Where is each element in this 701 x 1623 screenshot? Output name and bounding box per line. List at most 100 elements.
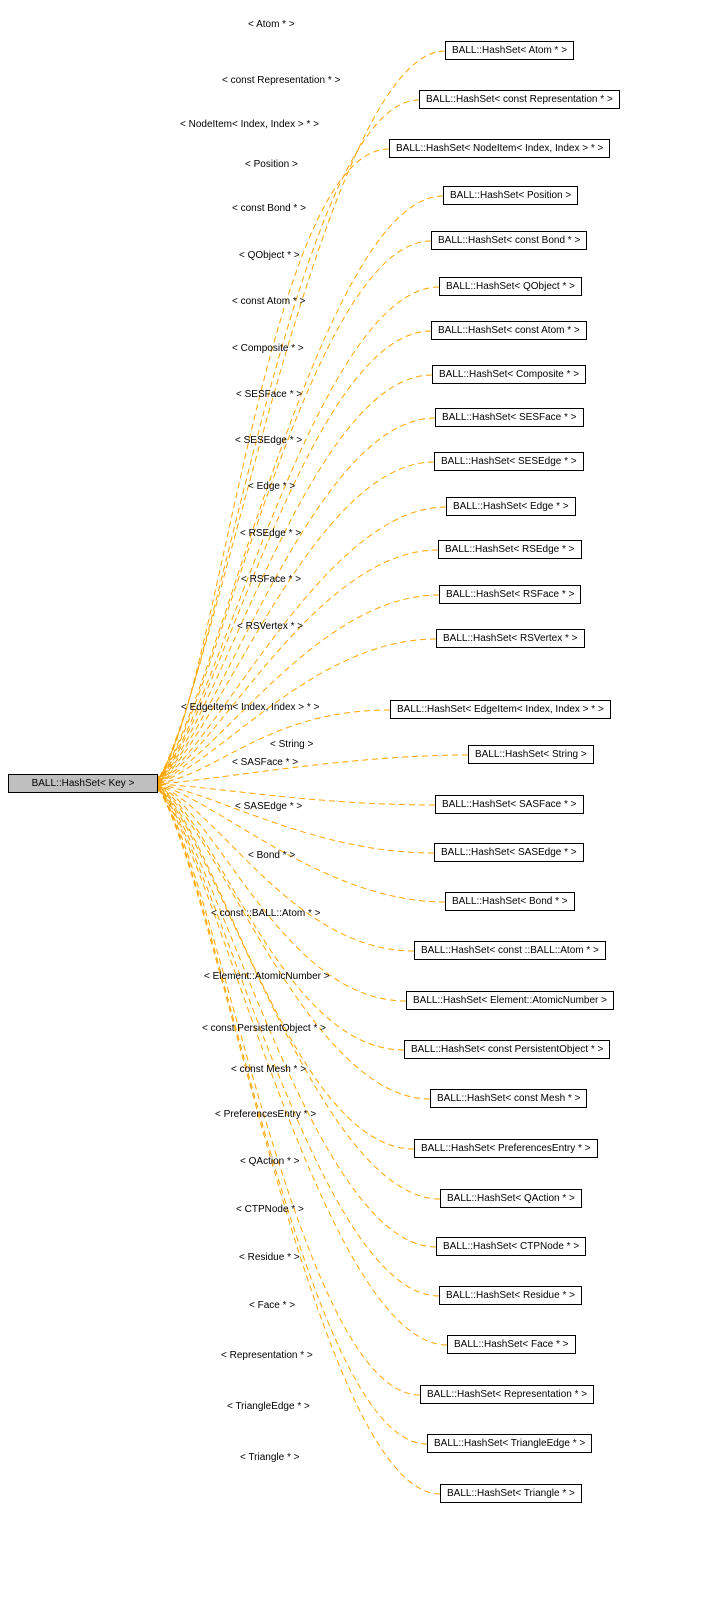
edge-label: < RSFace * > xyxy=(241,574,301,585)
target-node[interactable]: BALL::HashSet< SASFace * > xyxy=(435,795,584,814)
target-node[interactable]: BALL::HashSet< Face * > xyxy=(447,1335,576,1354)
target-node-label: BALL::HashSet< CTPNode * > xyxy=(443,1241,579,1252)
target-node[interactable]: BALL::HashSet< Bond * > xyxy=(445,892,575,911)
edge-label: < SESEdge * > xyxy=(235,435,302,446)
target-node-label: BALL::HashSet< const ::BALL::Atom * > xyxy=(421,945,599,956)
edge-label: < Edge * > xyxy=(248,481,295,492)
edge-label: < const PersistentObject * > xyxy=(202,1023,326,1034)
target-node-label: BALL::HashSet< QAction * > xyxy=(447,1193,575,1204)
target-node[interactable]: BALL::HashSet< RSVertex * > xyxy=(436,629,585,648)
target-node[interactable]: BALL::HashSet< SESEdge * > xyxy=(434,452,584,471)
target-node-label: BALL::HashSet< QObject * > xyxy=(446,281,575,292)
edge-label: < EdgeItem< Index, Index > * > xyxy=(181,702,319,713)
edge-label: < QAction * > xyxy=(240,1156,299,1167)
edge-label: < NodeItem< Index, Index > * > xyxy=(180,119,319,130)
edge-label: < Face * > xyxy=(249,1300,295,1311)
target-node-label: BALL::HashSet< NodeItem< Index, Index > … xyxy=(396,143,603,154)
target-node-label: BALL::HashSet< Atom * > xyxy=(452,45,567,56)
target-node-label: BALL::HashSet< const Representation * > xyxy=(426,94,613,105)
target-node[interactable]: BALL::HashSet< const Mesh * > xyxy=(430,1089,587,1108)
target-node[interactable]: BALL::HashSet< const PersistentObject * … xyxy=(404,1040,610,1059)
inheritance-edge xyxy=(160,755,468,784)
target-node-label: BALL::HashSet< SESFace * > xyxy=(442,412,577,423)
target-node-label: BALL::HashSet< RSFace * > xyxy=(446,589,574,600)
target-node[interactable]: BALL::HashSet< const ::BALL::Atom * > xyxy=(414,941,606,960)
target-node[interactable]: BALL::HashSet< Edge * > xyxy=(446,497,576,516)
target-node-label: BALL::HashSet< const Atom * > xyxy=(438,325,580,336)
root-node[interactable]: BALL::HashSet< Key > xyxy=(8,774,158,793)
target-node[interactable]: BALL::HashSet< SASEdge * > xyxy=(434,843,584,862)
edge-label: < const Bond * > xyxy=(232,203,306,214)
edge-label: < String > xyxy=(270,739,313,750)
edge-label: < SASFace * > xyxy=(232,757,298,768)
target-node-label: BALL::HashSet< RSVertex * > xyxy=(443,633,578,644)
target-node[interactable]: BALL::HashSet< Composite * > xyxy=(432,365,586,384)
target-node-label: BALL::HashSet< Edge * > xyxy=(453,501,569,512)
target-node[interactable]: BALL::HashSet< QAction * > xyxy=(440,1189,582,1208)
target-node-label: BALL::HashSet< Residue * > xyxy=(446,1290,575,1301)
edge-label: < Residue * > xyxy=(239,1252,300,1263)
edge-label: < Bond * > xyxy=(248,850,295,861)
target-node[interactable]: BALL::HashSet< const Representation * > xyxy=(419,90,620,109)
target-node-label: BALL::HashSet< Face * > xyxy=(454,1339,569,1350)
target-node[interactable]: BALL::HashSet< Representation * > xyxy=(420,1385,594,1404)
target-node[interactable]: BALL::HashSet< SESFace * > xyxy=(435,408,584,427)
edge-label: < SESFace * > xyxy=(236,389,302,400)
target-node[interactable]: BALL::HashSet< const Bond * > xyxy=(431,231,587,250)
target-node[interactable]: BALL::HashSet< RSFace * > xyxy=(439,585,581,604)
edge-label: < RSVertex * > xyxy=(237,621,303,632)
inheritance-edge xyxy=(160,196,443,778)
edge-label: < const Atom * > xyxy=(232,296,305,307)
edge-label: < Triangle * > xyxy=(240,1452,299,1463)
edge-label: < TriangleEdge * > xyxy=(227,1401,310,1412)
inheritance-edge xyxy=(160,789,439,1296)
target-node-label: BALL::HashSet< Composite * > xyxy=(439,369,579,380)
target-node-label: BALL::HashSet< String > xyxy=(475,749,587,760)
edge-label: < Composite * > xyxy=(232,343,304,354)
edge-label: < CTPNode * > xyxy=(236,1204,304,1215)
edge-label: < const Representation * > xyxy=(222,75,340,86)
target-node[interactable]: BALL::HashSet< RSEdge * > xyxy=(438,540,582,559)
edge-label: < QObject * > xyxy=(239,250,300,261)
target-node[interactable]: BALL::HashSet< String > xyxy=(468,745,594,764)
target-node[interactable]: BALL::HashSet< CTPNode * > xyxy=(436,1237,586,1256)
target-node[interactable]: BALL::HashSet< Position > xyxy=(443,186,578,205)
target-node[interactable]: BALL::HashSet< EdgeItem< Index, Index > … xyxy=(390,700,611,719)
target-node-label: BALL::HashSet< Element::AtomicNumber > xyxy=(413,995,607,1006)
target-node-label: BALL::HashSet< const PersistentObject * … xyxy=(411,1044,603,1055)
target-node-label: BALL::HashSet< const Mesh * > xyxy=(437,1093,580,1104)
inheritance-edge xyxy=(160,788,440,1199)
target-node-label: BALL::HashSet< PreferencesEntry * > xyxy=(421,1143,591,1154)
inheritance-edge xyxy=(160,785,434,853)
target-node[interactable]: BALL::HashSet< QObject * > xyxy=(439,277,582,296)
target-node-label: BALL::HashSet< Triangle * > xyxy=(447,1488,575,1499)
target-node-label: BALL::HashSet< Representation * > xyxy=(427,1389,587,1400)
edge-label: < RSEdge * > xyxy=(240,528,301,539)
target-node-label: BALL::HashSet< Position > xyxy=(450,190,571,201)
target-node[interactable]: BALL::HashSet< Residue * > xyxy=(439,1286,582,1305)
target-node[interactable]: BALL::HashSet< TriangleEdge * > xyxy=(427,1434,592,1453)
inheritance-edge xyxy=(160,789,436,1247)
target-node-label: BALL::HashSet< SESEdge * > xyxy=(441,456,577,467)
edge-label: < const Mesh * > xyxy=(231,1064,306,1075)
target-node[interactable]: BALL::HashSet< PreferencesEntry * > xyxy=(414,1139,598,1158)
target-node-label: BALL::HashSet< const Bond * > xyxy=(438,235,580,246)
target-node-label: BALL::HashSet< TriangleEdge * > xyxy=(434,1438,585,1449)
edge-label: < Representation * > xyxy=(221,1350,313,1361)
target-node-label: BALL::HashSet< SASEdge * > xyxy=(441,847,577,858)
target-node-label: BALL::HashSet< EdgeItem< Index, Index > … xyxy=(397,704,604,715)
inheritance-edge xyxy=(160,791,440,1494)
target-node[interactable]: BALL::HashSet< Atom * > xyxy=(445,41,574,60)
edge-label: < PreferencesEntry * > xyxy=(215,1109,316,1120)
edge-label: < Atom * > xyxy=(248,19,295,30)
target-node[interactable]: BALL::HashSet< Element::AtomicNumber > xyxy=(406,991,614,1010)
edge-label: < Position > xyxy=(245,159,298,170)
inheritance-edge xyxy=(160,51,445,776)
edge-label: < SASEdge * > xyxy=(235,801,302,812)
target-node-label: BALL::HashSet< Bond * > xyxy=(452,896,568,907)
target-node[interactable]: BALL::HashSet< NodeItem< Index, Index > … xyxy=(389,139,610,158)
target-node[interactable]: BALL::HashSet< const Atom * > xyxy=(431,321,587,340)
edge-label: < const ::BALL::Atom * > xyxy=(211,908,321,919)
target-node-label: BALL::HashSet< SASFace * > xyxy=(442,799,577,810)
target-node[interactable]: BALL::HashSet< Triangle * > xyxy=(440,1484,582,1503)
